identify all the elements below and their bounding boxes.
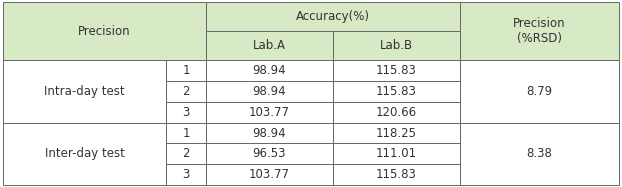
Bar — [3, 123, 166, 185]
Bar — [3, 60, 166, 123]
Bar — [166, 143, 206, 164]
Text: 120.66: 120.66 — [376, 106, 417, 119]
Bar — [333, 102, 460, 123]
Text: 115.83: 115.83 — [376, 64, 417, 77]
Text: 3: 3 — [182, 168, 190, 181]
Bar — [166, 81, 206, 102]
Text: 103.77: 103.77 — [249, 106, 290, 119]
Bar — [333, 60, 460, 81]
Text: 1: 1 — [182, 64, 190, 77]
Bar — [333, 143, 460, 164]
Bar — [166, 164, 206, 185]
Text: 1: 1 — [182, 127, 190, 140]
Text: Lab.B: Lab.B — [379, 39, 412, 52]
Bar — [460, 60, 619, 123]
Text: Intra-day test: Intra-day test — [44, 85, 125, 98]
Text: 98.94: 98.94 — [253, 127, 286, 140]
Text: Accuracy(%): Accuracy(%) — [295, 10, 369, 23]
Bar — [166, 123, 206, 143]
Text: 98.94: 98.94 — [253, 64, 286, 77]
Bar — [206, 81, 333, 102]
Text: 8.79: 8.79 — [526, 85, 552, 98]
Text: Precision: Precision — [78, 24, 131, 38]
Bar — [3, 2, 206, 60]
Bar — [166, 60, 206, 81]
Bar — [460, 2, 619, 60]
Text: Inter-day test: Inter-day test — [45, 147, 124, 160]
Bar — [206, 2, 460, 31]
Text: 111.01: 111.01 — [376, 147, 417, 160]
Bar — [206, 60, 333, 81]
Text: 115.83: 115.83 — [376, 168, 417, 181]
Bar — [206, 102, 333, 123]
Bar — [333, 81, 460, 102]
Text: Precision
(%RSD): Precision (%RSD) — [513, 17, 565, 45]
Text: 8.38: 8.38 — [526, 147, 552, 160]
Bar — [206, 31, 333, 60]
Text: 96.53: 96.53 — [253, 147, 286, 160]
Bar — [333, 31, 460, 60]
Text: 3: 3 — [182, 106, 190, 119]
Bar — [166, 102, 206, 123]
Bar — [206, 123, 333, 143]
Text: 118.25: 118.25 — [376, 127, 417, 140]
Text: 98.94: 98.94 — [253, 85, 286, 98]
Text: 103.77: 103.77 — [249, 168, 290, 181]
Text: 115.83: 115.83 — [376, 85, 417, 98]
Bar — [333, 164, 460, 185]
Text: 2: 2 — [182, 85, 190, 98]
Bar — [333, 123, 460, 143]
Bar — [206, 164, 333, 185]
Bar — [460, 123, 619, 185]
Text: 2: 2 — [182, 147, 190, 160]
Text: Lab.A: Lab.A — [253, 39, 286, 52]
Bar — [206, 143, 333, 164]
